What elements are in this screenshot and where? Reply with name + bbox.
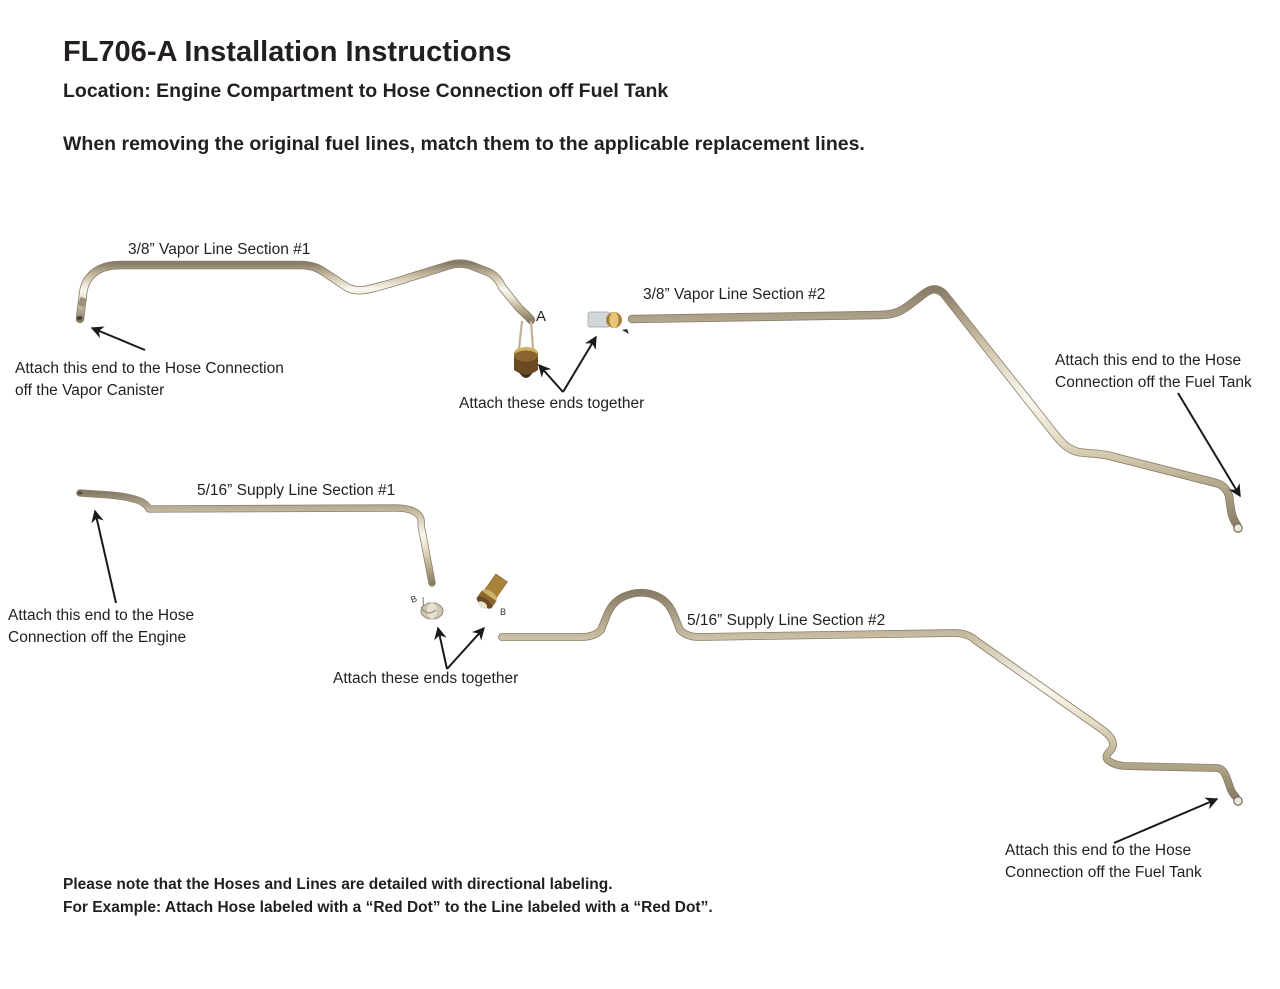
svg-text:A: A (536, 308, 546, 325)
svg-text:B: B (500, 607, 506, 617)
svg-text:B: B (409, 593, 418, 604)
